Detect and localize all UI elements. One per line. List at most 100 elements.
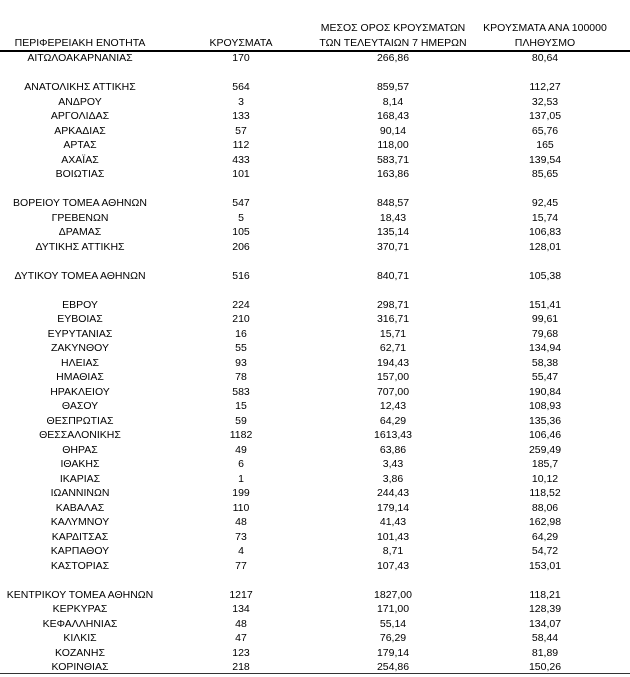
cases-cell: 134 xyxy=(232,603,250,615)
per100k-cell: 137,05 xyxy=(528,110,562,122)
mean-cell: 135,14 xyxy=(376,226,410,238)
per100k-cell: 58,44 xyxy=(531,632,559,644)
cases-cell: 77 xyxy=(235,559,247,572)
table-row: ΔΥΤΙΚΟΥ ΤΟΜΕΑ ΑΘΗΝΩΝ 516 840,71 105,38 xyxy=(0,269,630,284)
mean-cell: 179,14 xyxy=(376,646,410,659)
table-row: ΚΙΛΚΙΣ 47 76,29 58,44 xyxy=(0,631,630,646)
per100k-cell: 54,72 xyxy=(531,545,559,557)
cases-cell: 133 xyxy=(232,110,250,122)
table-row: ΔΥΤΙΚΗΣ ΑΤΤΙΚΗΣ 206 370,71 128,01 xyxy=(0,240,630,255)
region-cell: ΘΗΡΑΣ xyxy=(62,443,98,456)
cases-cell: 564 xyxy=(232,81,250,93)
table-row: ΑΙΤΩΛΟΑΚΑΡΝΑΝΙΑΣ 170 266,86 80,64 xyxy=(0,51,630,66)
table-row: ΚΕΝΤΡΙΚΟΥ ΤΟΜΕΑ ΑΘΗΝΩΝ 1217 1827,00 118,21 xyxy=(0,588,630,603)
table-row: ΗΡΑΚΛΕΙΟΥ 583 707,00 190,84 xyxy=(0,385,630,400)
mean-cell: 1827,00 xyxy=(374,588,412,601)
table-row: ΑΝΔΡΟΥ 3 8,14 32,53 xyxy=(0,95,630,110)
table-row: ΑΝΑΤΟΛΙΚΗΣ ΑΤΤΙΚΗΣ 564 859,57 112,27 xyxy=(0,80,630,95)
per100k-cell: 85,65 xyxy=(531,168,559,180)
cases-cell: 218 xyxy=(232,661,250,673)
table-row: ΚΑΛΥΜΝΟΥ 48 41,43 162,98 xyxy=(0,515,630,530)
cases-cell: 6 xyxy=(238,458,244,470)
region-cell: ΕΒΡΟΥ xyxy=(62,298,98,311)
mean-cell: 266,86 xyxy=(376,52,410,64)
region-cell: ΚΑΡΠΑΘΟΥ xyxy=(50,545,110,557)
mean-cell: 583,71 xyxy=(376,153,410,166)
blank-row xyxy=(0,573,630,588)
table-row: ΖΑΚΥΝΘΟΥ 55 62,71 134,94 xyxy=(0,341,630,356)
per100k-cell: 99,61 xyxy=(531,313,559,325)
table-row: ΑΡΓΟΛΙΔΑΣ 133 168,43 137,05 xyxy=(0,109,630,124)
mean-cell: 163,86 xyxy=(376,168,410,180)
cases-cell: 48 xyxy=(235,617,247,630)
per100k-cell: 118,21 xyxy=(529,588,561,601)
region-cell: ΔΥΤΙΚΗΣ ΑΤΤΙΚΗΣ xyxy=(35,240,125,253)
mean-cell: 179,14 xyxy=(376,501,410,514)
mean-cell: 370,71 xyxy=(376,240,410,253)
table-row: ΙΘΑΚΗΣ 6 3,43 185,7 xyxy=(0,457,630,472)
region-cell: ΚΑΣΤΟΡΙΑΣ xyxy=(50,559,110,572)
per100k-cell: 165 xyxy=(536,139,554,151)
cases-cell: 123 xyxy=(232,646,250,659)
table-row: ΚΑΡΔΙΤΣΑΣ 73 101,43 64,29 xyxy=(0,530,630,545)
region-cell: ΘΑΣΟΥ xyxy=(61,400,99,412)
region-cell: ΑΙΤΩΛΟΑΚΑΡΝΑΝΙΑΣ xyxy=(27,52,133,64)
per100k-cell: 128,39 xyxy=(528,603,562,615)
mean-cell: 168,43 xyxy=(376,110,410,122)
cases-cell: 1217 xyxy=(229,588,253,601)
blank-row xyxy=(0,66,630,81)
cases-cell: 5 xyxy=(238,211,244,224)
table-row: ΙΩΑΝΝΙΝΩΝ 199 244,43 118,52 xyxy=(0,486,630,501)
cases-cell: 516 xyxy=(232,269,250,282)
header-cases: ΚΡΟΥΣΜΑΤΑ xyxy=(209,37,273,49)
per100k-cell: 162,98 xyxy=(528,516,562,528)
region-cell: ΚΑΛΥΜΝΟΥ xyxy=(50,516,110,528)
header-region: ΠΕΡΙΦΕΡΕΙΑΚΗ ΕΝΟΤΗΤΑ xyxy=(14,37,146,49)
cases-cell: 57 xyxy=(235,124,247,137)
table-row: ΕΒΡΟΥ 224 298,71 151,41 xyxy=(0,298,630,313)
cases-cell: 49 xyxy=(235,443,247,456)
cases-cell: 105 xyxy=(232,226,250,238)
mean-cell: 107,43 xyxy=(376,559,410,572)
table-row: ΗΜΑΘΙΑΣ 78 157,00 55,47 xyxy=(0,370,630,385)
cases-cell: 583 xyxy=(232,385,250,398)
region-cell: ΚΟΡΙΝΘΙΑΣ xyxy=(51,661,109,673)
region-cell: ΚΑΡΔΙΤΣΑΣ xyxy=(51,530,109,543)
mean-cell: 848,57 xyxy=(376,197,410,209)
region-cell: ΕΥΡΥΤΑΝΙΑΣ xyxy=(47,327,113,340)
cases-cell: 101 xyxy=(232,168,250,180)
region-cell: ΙΚΑΡΙΑΣ xyxy=(59,472,101,485)
mean-cell: 859,57 xyxy=(376,81,410,93)
region-cell: ΘΕΣΠΡΩΤΙΑΣ xyxy=(46,414,114,427)
mean-cell: 15,71 xyxy=(379,327,407,340)
region-cell: ΒΟΙΩΤΙΑΣ xyxy=(55,168,105,180)
table-row: ΚΕΦΑΛΛΗΝΙΑΣ 48 55,14 134,07 xyxy=(0,617,630,632)
per100k-cell: 150,26 xyxy=(528,661,562,673)
region-cell: ΗΛΕΙΑΣ xyxy=(60,356,99,369)
region-cell: ΙΩΑΝΝΙΝΩΝ xyxy=(50,487,110,499)
table-row: ΙΚΑΡΙΑΣ 1 3,86 10,12 xyxy=(0,472,630,487)
cases-cell: 78 xyxy=(235,371,247,383)
header-per100k-line1: ΚΡΟΥΣΜΑΤΑ ΑΝΑ 100000 xyxy=(483,22,607,34)
table-row: ΑΧΑΪΑΣ 433 583,71 139,54 xyxy=(0,153,630,168)
region-cell: ΑΡΤΑΣ xyxy=(63,139,97,151)
region-cell: ΙΘΑΚΗΣ xyxy=(60,458,100,470)
mean-cell: 63,86 xyxy=(379,443,407,456)
per100k-cell: 151,41 xyxy=(528,298,562,311)
per100k-cell: 135,36 xyxy=(528,414,562,427)
mean-cell: 194,43 xyxy=(376,356,410,369)
region-cell: ΑΡΓΟΛΙΔΑΣ xyxy=(50,110,110,122)
mean-cell: 76,29 xyxy=(379,632,407,644)
cases-cell: 210 xyxy=(232,313,250,325)
region-cell: ΑΡΚΑΔΙΑΣ xyxy=(54,124,106,137)
region-cell: ΚΑΒΑΛΑΣ xyxy=(55,501,105,514)
mean-cell: 90,14 xyxy=(379,124,407,137)
table-row: ΔΡΑΜΑΣ 105 135,14 106,83 xyxy=(0,225,630,240)
mean-cell: 3,43 xyxy=(382,458,404,470)
cases-cell: 55 xyxy=(235,342,247,354)
mean-cell: 298,71 xyxy=(376,298,410,311)
mean-cell: 3,86 xyxy=(382,472,404,485)
region-cell: ΔΥΤΙΚΟΥ ΤΟΜΕΑ ΑΘΗΝΩΝ xyxy=(14,269,146,282)
region-cell: ΑΝΑΤΟΛΙΚΗΣ ΑΤΤΙΚΗΣ xyxy=(24,81,136,93)
mean-cell: 157,00 xyxy=(376,371,410,383)
